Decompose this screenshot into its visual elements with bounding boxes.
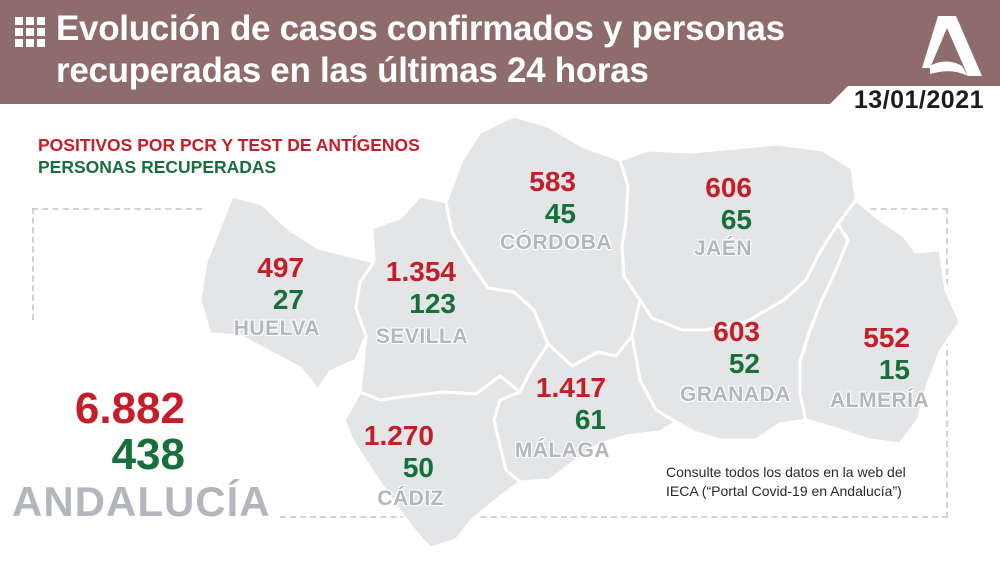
- source-note-line-1: Consulte todos los datos en la web del: [666, 464, 906, 480]
- province-shape-almeria: [798, 198, 962, 446]
- legend-recovered: PERSONAS RECUPERADAS: [38, 157, 277, 177]
- province-malaga: 1.417 61 MÁLAGA: [510, 372, 610, 464]
- region-name: ANDALUCÍA: [12, 478, 277, 526]
- grid-icon: [15, 17, 45, 47]
- recovered-value: 50: [402, 452, 434, 483]
- province-name: ALMERÍA: [830, 389, 930, 412]
- recovered-value: 61: [574, 404, 606, 435]
- province-shape-huelva: [198, 194, 376, 392]
- positives-value: 1.417: [535, 372, 606, 403]
- frame-dashed-top-left: [32, 208, 202, 210]
- legend-positives: POSITIVOS POR PCR Y TEST DE ANTÍGENOS: [38, 135, 420, 155]
- province-name: GRANADA: [680, 383, 791, 406]
- header-banner: [0, 0, 1000, 104]
- total-recovered-value: 438: [111, 430, 185, 479]
- province-almeria: 552 15 ALMERÍA: [830, 322, 929, 414]
- positives-value: 1.354: [385, 256, 456, 287]
- province-granada: 603 52 GRANADA: [680, 316, 790, 408]
- province-name: HUELVA: [233, 317, 320, 340]
- page-title: Evolución de casos confirmados y persona…: [56, 8, 896, 92]
- province-name: CÓRDOBA: [500, 231, 612, 254]
- positives-value: 606: [705, 172, 752, 203]
- positives-value: 603: [713, 316, 760, 347]
- source-note-line-2: IECA (“Portal Covid-19 en Andalucía”): [666, 483, 902, 499]
- province-sevilla: 1.354 123 SEVILLA: [360, 256, 468, 350]
- positives-value: 1.270: [363, 420, 434, 451]
- province-shape-cadiz: [342, 374, 522, 550]
- recovered-value: 65: [720, 204, 752, 235]
- province-name: JAÉN: [693, 237, 752, 260]
- recovered-value: 45: [544, 198, 576, 229]
- report-date: 13/01/2021: [853, 86, 984, 114]
- header-date-notch: [830, 86, 1000, 104]
- province-jaen: 606 65 JAÉN: [680, 172, 752, 262]
- legend: POSITIVOS POR PCR Y TEST DE ANTÍGENOS PE…: [38, 134, 420, 178]
- recovered-value: 52: [728, 348, 760, 379]
- total-positives-value: 6.882: [74, 384, 185, 433]
- frame-dashed-left: [32, 208, 34, 320]
- frame-dashed-top-right: [850, 208, 948, 210]
- province-cordoba: 583 45 CÓRDOBA: [496, 166, 612, 256]
- province-name: MÁLAGA: [514, 439, 610, 462]
- province-name: CÁDIZ: [377, 487, 444, 510]
- positives-value: 583: [529, 166, 576, 197]
- province-huelva: 497 27 HUELVA: [230, 252, 320, 342]
- title-line-2: recuperadas en las últimas 24 horas: [56, 51, 649, 90]
- positives-value: 552: [863, 322, 910, 353]
- frame-dashed-bottom: [240, 516, 948, 518]
- positives-value: 497: [257, 252, 304, 283]
- recovered-value: 15: [878, 354, 910, 385]
- province-cadiz: 1.270 50 CÁDIZ: [340, 420, 444, 512]
- recovered-value: 27: [272, 284, 304, 315]
- total-andalucia: 6.882 438: [60, 386, 185, 478]
- junta-andalucia-logo-icon: [922, 16, 982, 76]
- recovered-value: 123: [409, 288, 456, 319]
- title-line-1: Evolución de casos confirmados y persona…: [56, 9, 785, 48]
- frame-dashed-right: [946, 208, 948, 518]
- source-note: Consulte todos los datos en la web del I…: [666, 463, 906, 501]
- province-name: SEVILLA: [375, 325, 468, 348]
